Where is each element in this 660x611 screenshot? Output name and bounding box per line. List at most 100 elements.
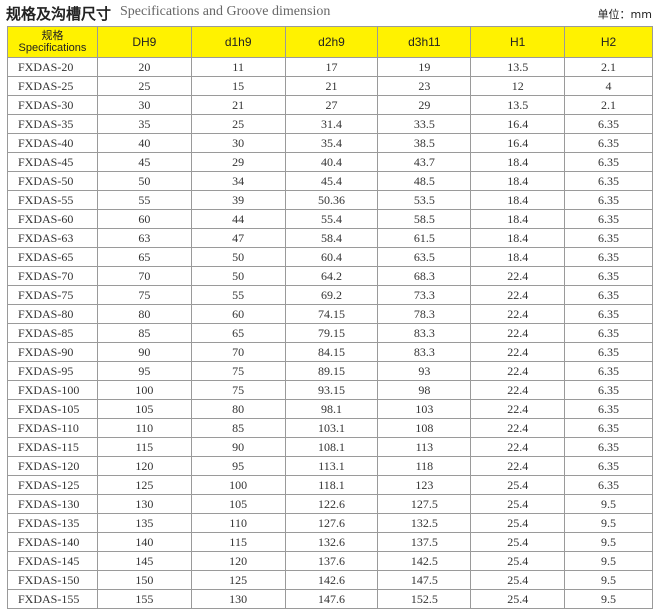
value-cell: 108 bbox=[377, 418, 472, 438]
header-bar: 规格及沟槽尺寸 Specifications and Groove dimens… bbox=[0, 0, 660, 24]
value-cell: 18.4 bbox=[470, 152, 566, 172]
model-cell: FXDAS-50 bbox=[7, 171, 98, 191]
value-cell: 55 bbox=[96, 190, 192, 210]
value-cell: 6.35 bbox=[564, 209, 653, 229]
value-cell: 22.4 bbox=[470, 418, 566, 438]
model-cell: FXDAS-55 bbox=[7, 190, 98, 210]
value-cell: 25.4 bbox=[470, 589, 566, 609]
value-cell: 11 bbox=[190, 57, 286, 77]
value-cell: 95 bbox=[96, 361, 192, 381]
value-cell: 75 bbox=[96, 285, 192, 305]
value-cell: 103 bbox=[377, 399, 472, 419]
table-row: FXDAS-95 95 75 89.15 93 22.4 6.35 bbox=[7, 361, 653, 381]
value-cell: 39 bbox=[190, 190, 286, 210]
table-row: FXDAS-120 120 95 113.1 118 22.4 6.35 bbox=[7, 456, 653, 476]
header-cell: H1 bbox=[470, 26, 566, 58]
unit: 单位：mm bbox=[597, 8, 652, 21]
value-cell: 120 bbox=[190, 551, 286, 571]
title-cn: 规格及沟槽尺寸 bbox=[6, 5, 112, 23]
value-cell: 73.3 bbox=[377, 285, 472, 305]
value-cell: 103.1 bbox=[284, 418, 379, 438]
value-cell: 145 bbox=[96, 551, 192, 571]
value-cell: 48.5 bbox=[377, 171, 472, 191]
value-cell: 115 bbox=[190, 532, 286, 552]
value-cell: 6.35 bbox=[564, 152, 653, 172]
model-cell: FXDAS-45 bbox=[7, 152, 98, 172]
value-cell: 137.5 bbox=[377, 532, 472, 552]
table-row: FXDAS-145 145 120 137.6 142.5 25.4 9.5 bbox=[7, 551, 653, 571]
value-cell: 23 bbox=[377, 76, 472, 96]
value-cell: 60 bbox=[190, 304, 286, 324]
value-cell: 22.4 bbox=[470, 342, 566, 362]
value-cell: 93 bbox=[377, 361, 472, 381]
value-cell: 120 bbox=[96, 456, 192, 476]
value-cell: 38.5 bbox=[377, 133, 472, 153]
value-cell: 13.5 bbox=[470, 95, 566, 115]
header-row: 规格 Specifications DH9 d1h9 d2h9 d3h11 H1 H2 bbox=[7, 26, 653, 58]
value-cell: 155 bbox=[96, 589, 192, 609]
model-cell: FXDAS-75 bbox=[7, 285, 98, 305]
table-row: FXDAS-130 130 105 122.6 127.5 25.4 9.5 bbox=[7, 494, 653, 514]
model-cell: FXDAS-35 bbox=[7, 114, 98, 134]
table-row: FXDAS-125 125 100 118.1 123 25.4 6.35 bbox=[7, 475, 653, 495]
value-cell: 9.5 bbox=[564, 513, 653, 533]
value-cell: 150 bbox=[96, 570, 192, 590]
value-cell: 64.2 bbox=[284, 266, 379, 286]
value-cell: 55 bbox=[190, 285, 286, 305]
value-cell: 108.1 bbox=[284, 437, 379, 457]
value-cell: 31.4 bbox=[284, 114, 379, 134]
value-cell: 50 bbox=[190, 266, 286, 286]
value-cell: 6.35 bbox=[564, 380, 653, 400]
value-cell: 100 bbox=[96, 380, 192, 400]
header-cell: 规格 Specifications bbox=[7, 26, 98, 58]
value-cell: 12 bbox=[470, 76, 566, 96]
model-cell: FXDAS-145 bbox=[7, 551, 98, 571]
value-cell: 123 bbox=[377, 475, 472, 495]
value-cell: 9.5 bbox=[564, 551, 653, 571]
value-cell: 25.4 bbox=[470, 513, 566, 533]
model-cell: FXDAS-90 bbox=[7, 342, 98, 362]
table-row: FXDAS-45 45 29 40.4 43.7 18.4 6.35 bbox=[7, 152, 653, 172]
value-cell: 118 bbox=[377, 456, 472, 476]
table-row: FXDAS-105 105 80 98.1 103 22.4 6.35 bbox=[7, 399, 653, 419]
value-cell: 18.4 bbox=[470, 190, 566, 210]
value-cell: 25 bbox=[96, 76, 192, 96]
value-cell: 45.4 bbox=[284, 171, 379, 191]
value-cell: 16.4 bbox=[470, 114, 566, 134]
model-cell: FXDAS-130 bbox=[7, 494, 98, 514]
value-cell: 20 bbox=[96, 57, 192, 77]
value-cell: 98 bbox=[377, 380, 472, 400]
value-cell: 16.4 bbox=[470, 133, 566, 153]
value-cell: 147.5 bbox=[377, 570, 472, 590]
spec-en: Specifications bbox=[18, 42, 87, 54]
value-cell: 22.4 bbox=[470, 323, 566, 343]
table-row: FXDAS-80 80 60 74.15 78.3 22.4 6.35 bbox=[7, 304, 653, 324]
table-row: FXDAS-110 110 85 103.1 108 22.4 6.35 bbox=[7, 418, 653, 438]
value-cell: 2.1 bbox=[564, 95, 653, 115]
value-cell: 25 bbox=[190, 114, 286, 134]
value-cell: 152.5 bbox=[377, 589, 472, 609]
value-cell: 35 bbox=[96, 114, 192, 134]
value-cell: 113.1 bbox=[284, 456, 379, 476]
header-cell: d3h11 bbox=[377, 26, 472, 58]
value-cell: 45 bbox=[96, 152, 192, 172]
value-cell: 22.4 bbox=[470, 285, 566, 305]
value-cell: 22.4 bbox=[470, 361, 566, 381]
value-cell: 100 bbox=[190, 475, 286, 495]
value-cell: 55.4 bbox=[284, 209, 379, 229]
value-cell: 43.7 bbox=[377, 152, 472, 172]
table-row: FXDAS-50 50 34 45.4 48.5 18.4 6.35 bbox=[7, 171, 653, 191]
value-cell: 6.35 bbox=[564, 475, 653, 495]
value-cell: 6.35 bbox=[564, 304, 653, 324]
value-cell: 80 bbox=[96, 304, 192, 324]
value-cell: 78.3 bbox=[377, 304, 472, 324]
value-cell: 110 bbox=[96, 418, 192, 438]
table-row: FXDAS-75 75 55 69.2 73.3 22.4 6.35 bbox=[7, 285, 653, 305]
model-cell: FXDAS-60 bbox=[7, 209, 98, 229]
value-cell: 113 bbox=[377, 437, 472, 457]
value-cell: 79.15 bbox=[284, 323, 379, 343]
value-cell: 75 bbox=[190, 361, 286, 381]
value-cell: 105 bbox=[96, 399, 192, 419]
value-cell: 58.4 bbox=[284, 228, 379, 248]
value-cell: 6.35 bbox=[564, 133, 653, 153]
